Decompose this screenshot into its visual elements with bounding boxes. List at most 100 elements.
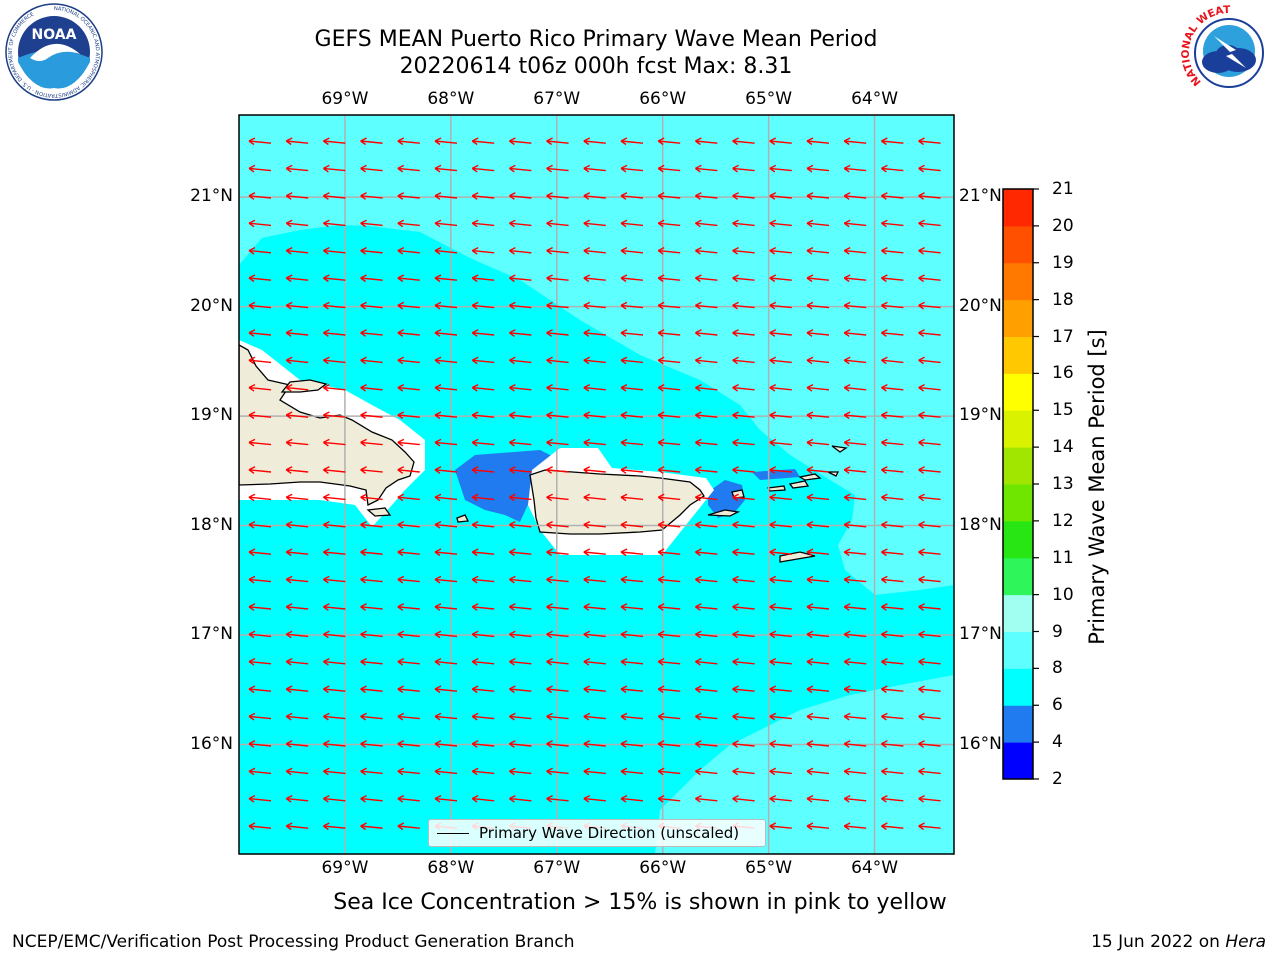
wave-direction-arrow xyxy=(248,466,272,474)
wave-direction-arrow xyxy=(657,246,681,255)
wave-direction-arrow xyxy=(471,740,495,748)
wave-direction-arrow xyxy=(248,712,272,721)
wave-direction-arrow xyxy=(657,657,681,666)
wave-direction-arrow xyxy=(285,192,309,200)
wave-direction-arrow xyxy=(806,630,830,639)
wave-direction-arrow xyxy=(620,740,644,748)
wave-direction-arrow xyxy=(397,520,420,529)
colorbar-segment xyxy=(1003,557,1033,596)
wave-direction-arrow xyxy=(285,520,309,529)
wave-direction-arrow xyxy=(583,274,606,283)
colorbar-tick-label: 4 xyxy=(1052,732,1063,753)
wave-direction-arrow xyxy=(583,603,606,611)
wave-direction-arrow xyxy=(620,383,644,392)
wave-direction-arrow xyxy=(694,411,718,420)
wave-direction-arrow xyxy=(843,274,867,283)
wave-direction-arrow xyxy=(285,603,309,611)
wave-direction-arrow xyxy=(769,192,792,200)
wave-direction-arrow xyxy=(657,301,681,310)
wave-direction-arrow xyxy=(508,740,532,748)
wave-direction-arrow xyxy=(434,329,458,337)
wave-direction-arrow xyxy=(843,630,867,639)
wave-direction-arrow xyxy=(471,493,495,502)
wave-direction-arrow xyxy=(471,657,495,666)
wave-direction-arrow xyxy=(248,274,272,283)
wave-direction-arrow xyxy=(880,274,904,283)
wave-direction-arrow xyxy=(843,603,867,611)
wave-direction-arrow xyxy=(471,301,495,310)
wave-direction-arrow xyxy=(657,685,681,694)
colorbar-tick-label: 10 xyxy=(1052,584,1074,605)
wave-direction-arrow xyxy=(694,767,718,776)
colorbar-label: Primary Wave Mean Period [s] xyxy=(1085,329,1109,645)
wave-direction-arrow xyxy=(546,164,569,173)
wave-direction-arrow xyxy=(769,603,792,611)
wave-direction-arrow xyxy=(657,548,681,557)
wave-direction-arrow xyxy=(620,438,644,447)
wave-direction-arrow xyxy=(583,520,606,529)
wave-direction-arrow xyxy=(397,630,420,639)
wave-direction-arrow xyxy=(806,356,830,365)
wave-direction-arrow xyxy=(546,630,569,639)
colorbar-segment xyxy=(1003,299,1033,337)
colorbar-tick-label: 12 xyxy=(1052,510,1074,531)
chart-title: GEFS MEAN Puerto Rico Primary Wave Mean … xyxy=(314,27,878,52)
wave-direction-arrow xyxy=(769,466,792,474)
wave-direction-arrow xyxy=(806,712,830,721)
lon-label: 64°W xyxy=(851,858,899,878)
nws-logo-icon: NATIONAL WEATHER SERVICE xyxy=(1174,0,1280,104)
wave-direction-arrow xyxy=(620,301,644,310)
wave-direction-arrow xyxy=(880,246,904,255)
wave-direction-arrow xyxy=(397,164,420,173)
wave-direction-arrow xyxy=(583,685,606,694)
wave-direction-arrow xyxy=(880,767,904,776)
wave-direction-arrow xyxy=(843,548,867,557)
wave-direction-arrow xyxy=(285,438,309,447)
wave-direction-arrow xyxy=(769,164,792,173)
wave-direction-arrow xyxy=(657,520,681,529)
wave-direction-arrow xyxy=(732,192,755,200)
wave-direction-arrow xyxy=(583,192,606,200)
wave-direction-arrow xyxy=(285,630,309,639)
wave-direction-arrow xyxy=(248,301,272,310)
wave-direction-arrow xyxy=(397,329,420,337)
wave-direction-arrow xyxy=(880,383,904,392)
wave-direction-arrow xyxy=(694,383,718,392)
wave-direction-arrow xyxy=(732,137,755,146)
colorbar-segment xyxy=(1003,520,1033,559)
wave-direction-arrow xyxy=(843,685,867,694)
wave-direction-arrow xyxy=(508,383,532,392)
wave-direction-arrow xyxy=(657,493,681,502)
wave-direction-arrow xyxy=(322,329,346,337)
wave-direction-arrow xyxy=(248,794,272,803)
wave-direction-arrow xyxy=(471,520,495,529)
wave-direction-arrow xyxy=(434,466,458,474)
wave-direction-arrow xyxy=(397,274,420,283)
wave-direction-arrow xyxy=(918,383,941,392)
wave-direction-arrow xyxy=(546,192,569,200)
wave-direction-arrow xyxy=(657,383,681,392)
wave-direction-arrow xyxy=(248,438,272,447)
wave-direction-arrow xyxy=(732,493,755,502)
wave-direction-arrow xyxy=(732,411,755,420)
wave-direction-arrow xyxy=(322,575,346,584)
wave-direction-arrow xyxy=(583,301,606,310)
wave-direction-arrow xyxy=(806,575,830,584)
land-puerto-rico xyxy=(529,469,705,535)
wave-direction-arrow xyxy=(880,411,904,420)
wave-direction-arrow xyxy=(694,438,718,447)
lat-label: 20°N xyxy=(959,295,1002,316)
wave-direction-arrow xyxy=(248,822,272,831)
wave-direction-arrow xyxy=(657,575,681,584)
wave-direction-arrow xyxy=(322,164,346,173)
wave-direction-arrow xyxy=(806,493,830,502)
wave-direction-arrow xyxy=(583,411,606,420)
colorbar-segment xyxy=(1003,336,1033,374)
colorbar-segment xyxy=(1003,447,1033,485)
wave-direction-arrow xyxy=(248,740,272,748)
noaa-logo-text: NOAA xyxy=(32,27,77,43)
wave-direction-arrow xyxy=(620,274,644,283)
wave-direction-arrow xyxy=(322,520,346,529)
wave-direction-arrow xyxy=(397,657,420,666)
wave-direction-arrow xyxy=(806,685,830,694)
